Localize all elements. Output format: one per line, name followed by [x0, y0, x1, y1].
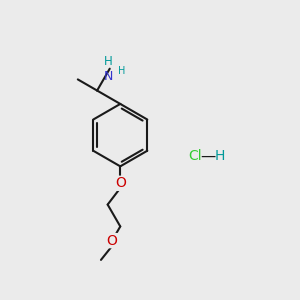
Text: Cl: Cl — [188, 149, 201, 163]
Text: O: O — [107, 234, 118, 248]
Text: —: — — [200, 148, 216, 164]
Text: O: O — [115, 176, 126, 190]
Text: H: H — [104, 55, 112, 68]
Text: N: N — [103, 70, 113, 83]
Text: H: H — [118, 66, 125, 76]
Text: H: H — [215, 149, 225, 163]
